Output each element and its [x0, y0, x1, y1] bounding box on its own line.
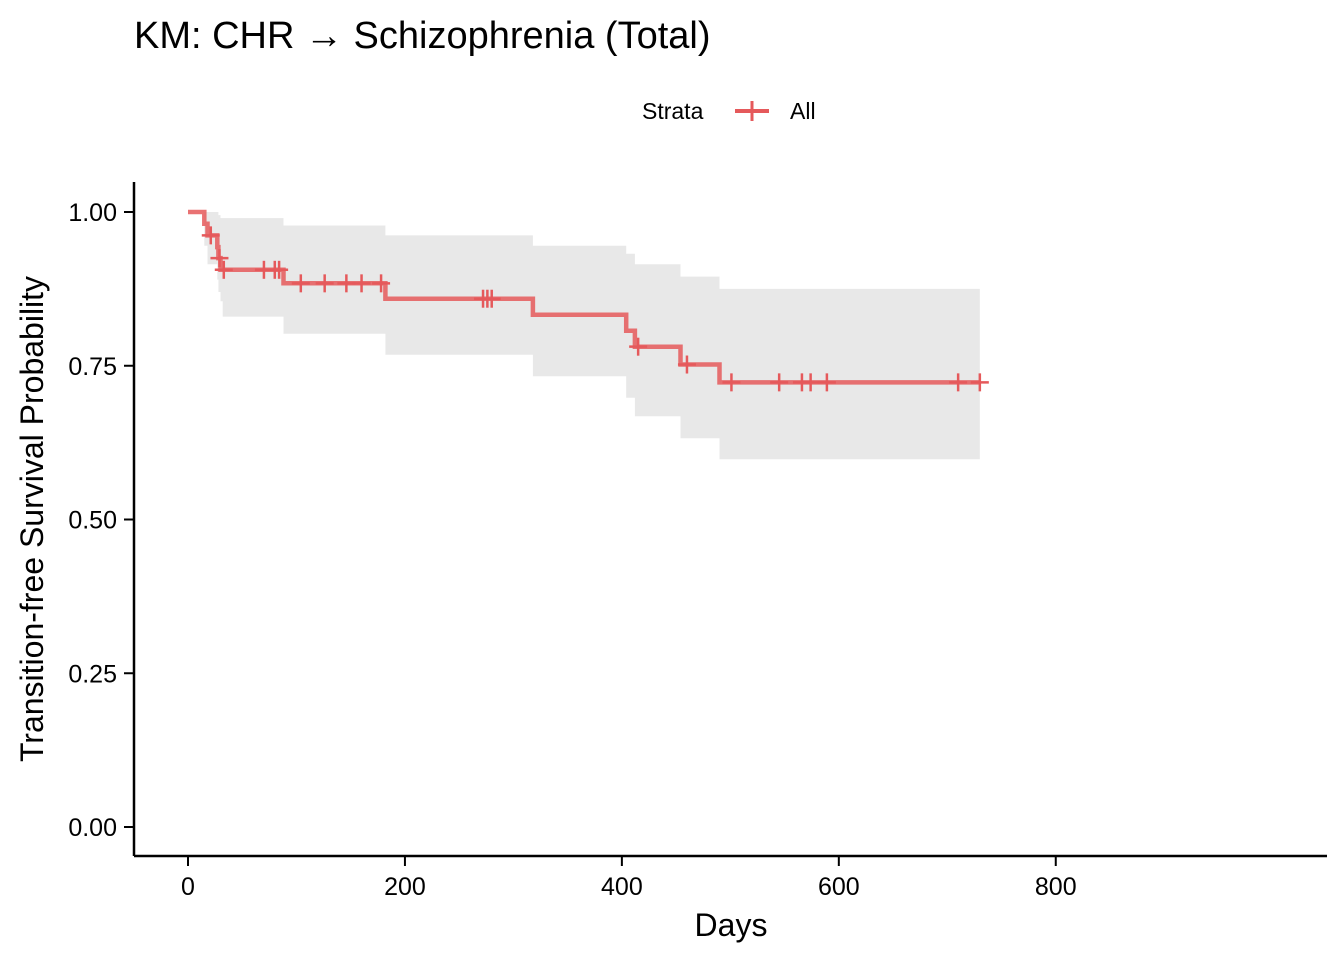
censor-mark [372, 274, 391, 293]
x-tick-label: 0 [181, 873, 195, 901]
x-tick-label: 400 [601, 873, 643, 901]
y-tick-label: 1.00 [68, 199, 117, 227]
censor-mark [270, 260, 289, 279]
confidence-band-area [188, 212, 980, 460]
censor-mark [210, 249, 229, 268]
censor-mark [482, 289, 501, 308]
censor-mark [770, 373, 789, 392]
y-tick-label: 0.75 [68, 353, 117, 381]
censor-mark [291, 274, 310, 293]
censor-mark [352, 274, 371, 293]
censor-mark [722, 373, 741, 392]
y-tick-label: 0.00 [68, 814, 117, 842]
censor-mark [214, 260, 233, 279]
x-tick-label: 800 [1035, 873, 1077, 901]
x-tick-label: 200 [384, 873, 426, 901]
x-axis-title: Days [695, 907, 768, 943]
censor-mark [315, 274, 334, 293]
censor-mark [801, 373, 820, 392]
censor-mark [337, 274, 356, 293]
confidence-band [188, 212, 980, 460]
x-axis-ticks: 0 200 400 600 800 [181, 856, 1077, 901]
censor-marks [201, 226, 989, 392]
censor-mark [817, 373, 836, 392]
y-axis-ticks: 0.00 0.25 0.50 0.75 1.00 [68, 199, 134, 842]
x-tick-label: 600 [818, 873, 860, 901]
legend-title: Strata [642, 98, 704, 124]
legend: Strata All [642, 98, 816, 124]
y-axis-title: Transition-free Survival Probability [14, 276, 50, 762]
censor-mark [970, 373, 989, 392]
censor-mark [201, 226, 220, 245]
censor-mark [677, 355, 696, 374]
y-tick-label: 0.25 [68, 660, 117, 688]
legend-entry-all: All [790, 98, 816, 124]
y-tick-label: 0.50 [68, 507, 117, 535]
censor-mark [949, 373, 968, 392]
censor-mark [629, 337, 648, 356]
chart-title: KM: CHR → Schizophrenia (Total) [134, 15, 711, 57]
